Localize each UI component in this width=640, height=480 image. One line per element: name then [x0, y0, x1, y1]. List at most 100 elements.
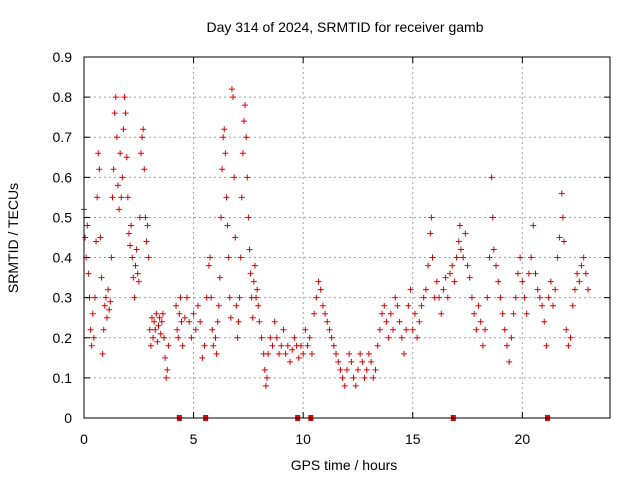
data-point — [444, 294, 451, 301]
data-point — [140, 126, 147, 133]
data-point — [208, 294, 215, 301]
data-point — [227, 314, 234, 321]
data-point — [449, 262, 456, 269]
data-point — [250, 278, 257, 285]
data-point — [212, 334, 219, 341]
data-point — [282, 350, 289, 357]
data-point — [464, 262, 471, 269]
data-point — [205, 262, 212, 269]
data-point — [107, 298, 114, 305]
data-point — [344, 366, 350, 373]
data-point — [456, 222, 463, 229]
data-point — [578, 262, 585, 269]
data-point — [269, 342, 276, 349]
data-point — [346, 350, 353, 357]
data-point — [311, 310, 318, 317]
data-point — [418, 302, 425, 309]
data-point — [565, 342, 572, 349]
data-point — [104, 314, 111, 321]
data-point — [137, 150, 144, 157]
data-point — [215, 302, 222, 309]
data-point — [87, 326, 94, 333]
data-point — [201, 342, 208, 349]
data-point — [240, 118, 247, 125]
data-point — [233, 302, 240, 309]
y-tick-label: 0.9 — [53, 49, 73, 65]
data-point — [289, 346, 296, 353]
data-point — [300, 350, 307, 357]
data-point — [226, 294, 233, 301]
data-point — [398, 334, 405, 341]
data-point — [122, 110, 129, 117]
data-point — [558, 190, 565, 197]
data-point — [489, 214, 496, 221]
data-point — [156, 314, 163, 321]
data-point — [106, 306, 113, 313]
data-point — [499, 310, 506, 317]
data-point — [100, 326, 107, 333]
data-point — [528, 254, 535, 261]
data-point — [141, 166, 148, 173]
data-point — [239, 150, 246, 157]
data-point — [473, 326, 480, 333]
data-point — [468, 294, 475, 301]
data-point — [194, 302, 201, 309]
data-point — [192, 326, 199, 333]
data-point — [580, 254, 587, 261]
data-point — [582, 270, 589, 277]
data-point — [319, 302, 326, 309]
data-point — [238, 194, 245, 201]
data-point — [143, 238, 150, 245]
y-tick-label: 0 — [64, 410, 72, 426]
data-point — [173, 302, 180, 309]
data-point — [246, 246, 253, 253]
data-point — [207, 254, 214, 261]
data-point — [442, 274, 449, 281]
data-point — [297, 342, 304, 349]
data-point — [242, 102, 249, 109]
data-point — [560, 238, 567, 245]
data-point — [497, 294, 504, 301]
data-point — [255, 302, 262, 309]
data-point — [278, 342, 285, 349]
data-point — [102, 294, 109, 301]
data-point — [175, 334, 182, 341]
data-point — [99, 350, 106, 357]
x-tick-label: 0 — [80, 431, 88, 447]
data-point — [403, 326, 410, 333]
data-point — [157, 330, 164, 337]
grid-lines — [84, 57, 610, 418]
data-point — [88, 342, 95, 349]
data-point — [569, 302, 576, 309]
data-point — [230, 94, 237, 101]
data-point — [304, 342, 311, 349]
data-point — [222, 150, 229, 157]
data-point — [392, 294, 399, 301]
data-point — [237, 254, 244, 261]
data-point — [532, 270, 539, 277]
data-point — [335, 358, 342, 365]
data-point — [190, 310, 197, 317]
data-point — [160, 334, 167, 341]
y-tick-label: 0.5 — [53, 209, 73, 225]
data-point — [574, 270, 581, 277]
data-point — [144, 222, 151, 229]
data-point — [125, 230, 132, 237]
data-point — [521, 294, 528, 301]
data-point — [116, 206, 123, 213]
y-tick-label: 0.7 — [53, 129, 73, 145]
axis-ticks — [83, 56, 610, 419]
data-point — [523, 310, 530, 317]
data-point — [219, 166, 226, 173]
data-point — [105, 286, 112, 293]
data-point — [133, 246, 140, 253]
data-point — [82, 234, 89, 241]
y-tick-label: 0.8 — [53, 89, 73, 105]
data-point — [365, 350, 372, 357]
data-point — [135, 278, 142, 285]
data-point — [488, 174, 495, 181]
data-point — [224, 222, 231, 229]
data-point — [361, 374, 368, 381]
data-point — [543, 342, 550, 349]
